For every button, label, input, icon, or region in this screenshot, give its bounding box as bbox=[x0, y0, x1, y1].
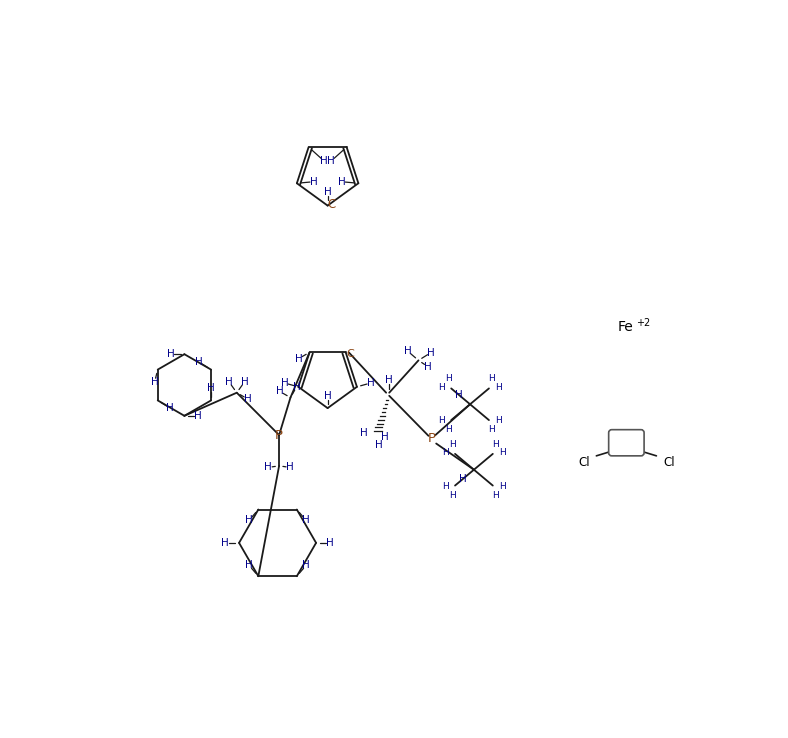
Text: Pd: Pd bbox=[619, 436, 634, 449]
Text: H: H bbox=[445, 425, 452, 434]
Text: H: H bbox=[195, 357, 203, 367]
Text: H: H bbox=[207, 383, 215, 393]
Text: H: H bbox=[445, 374, 452, 383]
Text: H: H bbox=[324, 391, 332, 401]
Text: H: H bbox=[167, 349, 174, 359]
Text: H: H bbox=[281, 378, 288, 388]
Text: H: H bbox=[442, 482, 448, 491]
Text: H: H bbox=[492, 440, 499, 449]
Text: H: H bbox=[449, 440, 455, 449]
Text: Cl: Cl bbox=[663, 455, 675, 469]
Text: H: H bbox=[310, 176, 318, 187]
Text: +2: +2 bbox=[636, 317, 650, 328]
Text: H: H bbox=[459, 474, 467, 484]
Text: H: H bbox=[427, 348, 435, 358]
Text: H: H bbox=[276, 387, 284, 396]
Text: H: H bbox=[221, 538, 229, 548]
Text: H: H bbox=[166, 403, 174, 413]
Text: C: C bbox=[327, 198, 336, 210]
Text: P: P bbox=[428, 432, 436, 446]
Text: H: H bbox=[326, 538, 334, 548]
Text: P: P bbox=[275, 429, 283, 441]
FancyBboxPatch shape bbox=[608, 430, 644, 456]
Text: H: H bbox=[385, 376, 393, 385]
Text: H: H bbox=[500, 449, 506, 458]
Text: H: H bbox=[195, 411, 203, 421]
Text: H: H bbox=[327, 156, 335, 166]
Text: H: H bbox=[295, 354, 303, 364]
Text: H: H bbox=[438, 416, 444, 426]
Text: H: H bbox=[286, 463, 294, 472]
Text: H: H bbox=[225, 377, 233, 387]
Text: H: H bbox=[449, 491, 455, 500]
Text: H: H bbox=[302, 560, 310, 570]
Text: Cl: Cl bbox=[578, 455, 590, 469]
Text: H: H bbox=[367, 378, 374, 388]
Text: C: C bbox=[347, 349, 355, 359]
Text: H: H bbox=[245, 560, 253, 570]
Text: H: H bbox=[302, 515, 310, 525]
Text: H: H bbox=[243, 394, 251, 404]
Text: Fe: Fe bbox=[618, 320, 634, 334]
Text: H: H bbox=[500, 482, 506, 491]
Text: H: H bbox=[151, 377, 158, 387]
Text: H: H bbox=[293, 382, 300, 392]
Text: H: H bbox=[320, 156, 328, 166]
Text: H: H bbox=[438, 383, 444, 392]
Text: H: H bbox=[245, 515, 253, 525]
Text: H: H bbox=[375, 440, 383, 450]
Text: H: H bbox=[488, 425, 495, 434]
Text: H: H bbox=[324, 187, 332, 197]
Text: H: H bbox=[360, 428, 368, 438]
Text: H: H bbox=[488, 374, 495, 383]
Text: H: H bbox=[381, 432, 389, 442]
Text: H: H bbox=[496, 416, 502, 426]
Text: H: H bbox=[265, 463, 272, 472]
Text: H: H bbox=[496, 383, 502, 392]
Text: H: H bbox=[455, 390, 463, 400]
Text: H: H bbox=[403, 346, 411, 356]
Text: H: H bbox=[240, 377, 248, 387]
Text: H: H bbox=[492, 491, 499, 500]
Text: H: H bbox=[337, 176, 345, 187]
Text: H: H bbox=[424, 362, 432, 371]
Text: H: H bbox=[442, 449, 448, 458]
